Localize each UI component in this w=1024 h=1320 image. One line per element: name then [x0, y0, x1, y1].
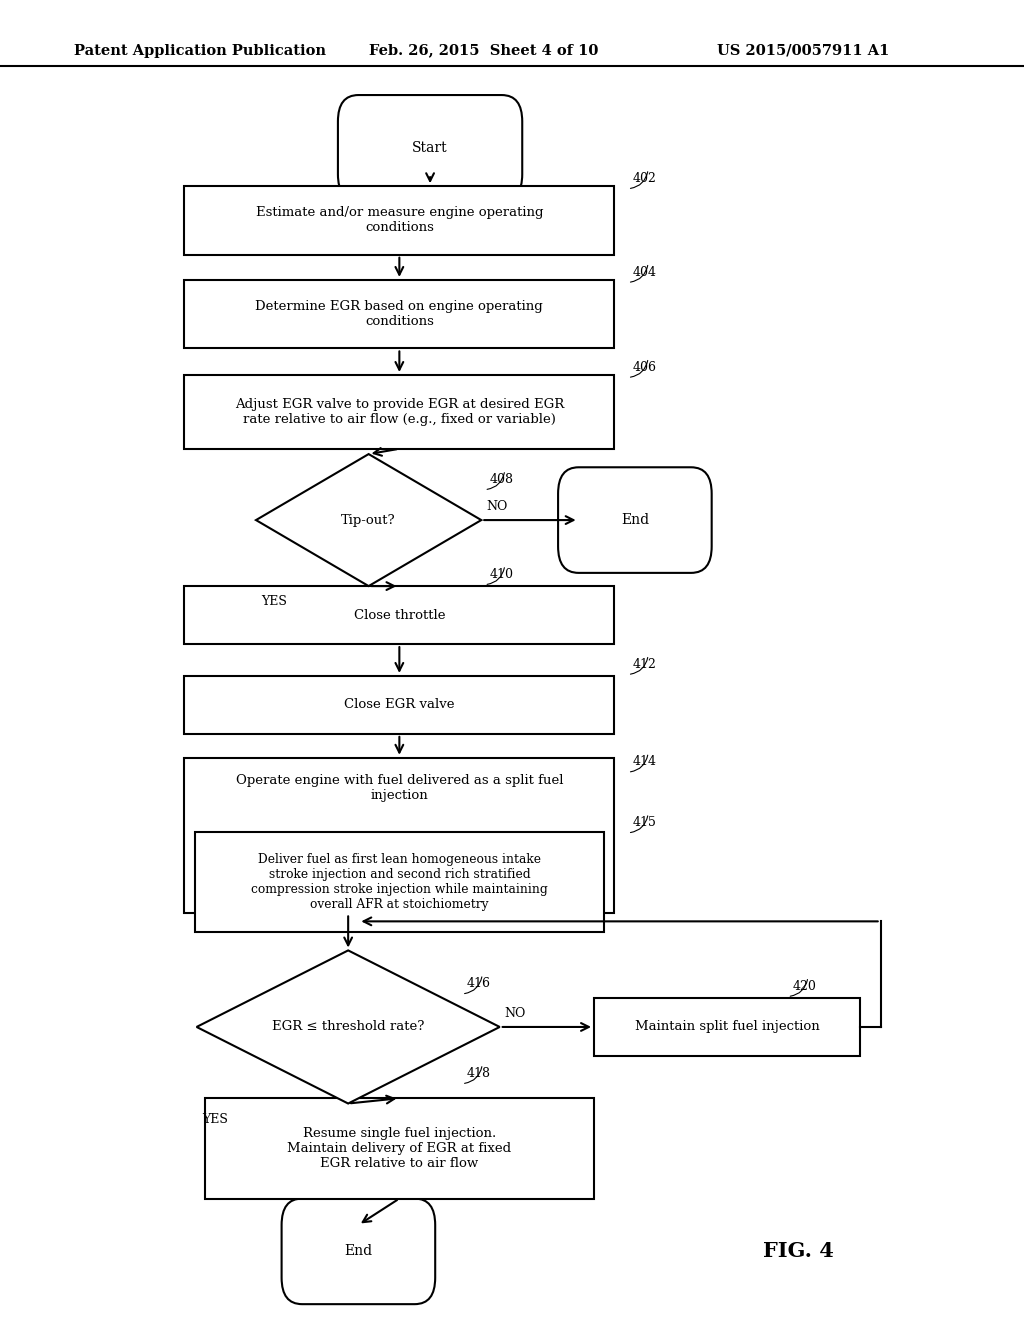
- Text: End: End: [344, 1245, 373, 1258]
- Text: Start: Start: [413, 141, 447, 154]
- Text: EGR ≤ threshold rate?: EGR ≤ threshold rate?: [272, 1020, 424, 1034]
- Text: NO: NO: [505, 1007, 526, 1020]
- Text: 402: 402: [633, 172, 656, 185]
- Bar: [205, 1098, 594, 1199]
- Polygon shape: [256, 454, 481, 586]
- Text: Resume single fuel injection.
Maintain delivery of EGR at fixed
EGR relative to : Resume single fuel injection. Maintain d…: [288, 1127, 511, 1170]
- Text: YES: YES: [261, 595, 287, 609]
- Text: 408: 408: [489, 473, 513, 486]
- Bar: [184, 186, 614, 255]
- Text: Adjust EGR valve to provide EGR at desired EGR
rate relative to air flow (e.g., : Adjust EGR valve to provide EGR at desir…: [234, 397, 564, 426]
- Text: Estimate and/or measure engine operating
conditions: Estimate and/or measure engine operating…: [256, 206, 543, 235]
- Text: FIG. 4: FIG. 4: [763, 1241, 835, 1262]
- Text: 420: 420: [793, 979, 816, 993]
- Text: 412: 412: [633, 657, 656, 671]
- Text: Operate engine with fuel delivered as a split fuel
injection: Operate engine with fuel delivered as a …: [236, 774, 563, 803]
- Text: 404: 404: [633, 265, 656, 279]
- Text: 406: 406: [633, 360, 656, 374]
- FancyBboxPatch shape: [338, 95, 522, 201]
- Text: Maintain split fuel injection: Maintain split fuel injection: [635, 1020, 819, 1034]
- Text: End: End: [621, 513, 649, 527]
- Text: YES: YES: [202, 1113, 227, 1126]
- FancyBboxPatch shape: [282, 1199, 435, 1304]
- Bar: [184, 586, 614, 644]
- Text: NO: NO: [486, 500, 508, 513]
- Bar: [184, 375, 614, 449]
- Text: Determine EGR based on engine operating
conditions: Determine EGR based on engine operating …: [255, 300, 544, 329]
- Text: Deliver fuel as first lean homogeneous intake
stroke injection and second rich s: Deliver fuel as first lean homogeneous i…: [251, 853, 548, 911]
- Polygon shape: [197, 950, 500, 1104]
- Bar: [594, 998, 860, 1056]
- Text: US 2015/0057911 A1: US 2015/0057911 A1: [717, 44, 889, 58]
- Text: Tip-out?: Tip-out?: [341, 513, 396, 527]
- Text: Close throttle: Close throttle: [353, 609, 445, 622]
- Text: 414: 414: [633, 755, 656, 768]
- FancyBboxPatch shape: [558, 467, 712, 573]
- Text: 418: 418: [467, 1067, 490, 1080]
- Bar: [184, 676, 614, 734]
- Text: 415: 415: [633, 816, 656, 829]
- Text: 416: 416: [467, 977, 490, 990]
- Text: 410: 410: [489, 568, 513, 581]
- Text: Close EGR valve: Close EGR valve: [344, 698, 455, 711]
- Text: Feb. 26, 2015  Sheet 4 of 10: Feb. 26, 2015 Sheet 4 of 10: [369, 44, 598, 58]
- Bar: [195, 832, 604, 932]
- Bar: [184, 280, 614, 348]
- Text: Patent Application Publication: Patent Application Publication: [74, 44, 326, 58]
- Bar: [184, 758, 614, 913]
